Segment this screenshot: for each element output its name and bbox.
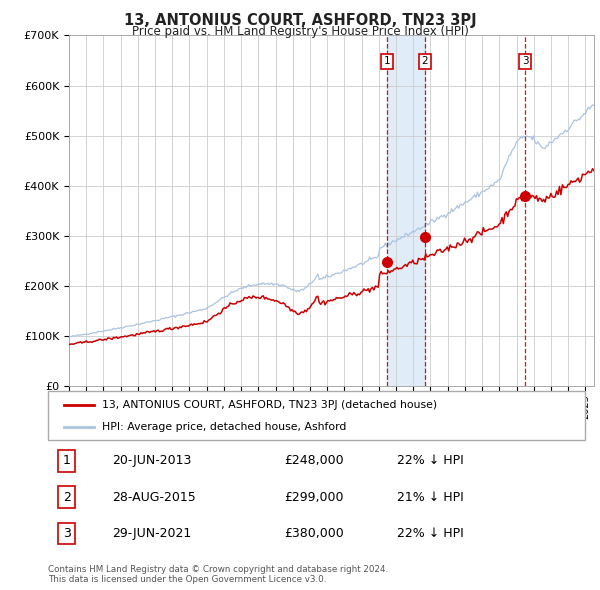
Text: 29-JUN-2021: 29-JUN-2021 bbox=[112, 527, 191, 540]
Text: £299,000: £299,000 bbox=[284, 490, 344, 504]
Text: 3: 3 bbox=[63, 527, 71, 540]
Text: 3: 3 bbox=[521, 57, 528, 67]
Text: 1: 1 bbox=[383, 57, 390, 67]
Text: 2: 2 bbox=[421, 57, 428, 67]
Text: 21% ↓ HPI: 21% ↓ HPI bbox=[397, 490, 464, 504]
Text: 1: 1 bbox=[63, 454, 71, 467]
Text: 22% ↓ HPI: 22% ↓ HPI bbox=[397, 527, 464, 540]
Text: HPI: Average price, detached house, Ashford: HPI: Average price, detached house, Ashf… bbox=[102, 422, 346, 432]
Text: 22% ↓ HPI: 22% ↓ HPI bbox=[397, 454, 464, 467]
FancyBboxPatch shape bbox=[48, 391, 585, 440]
Text: 28-AUG-2015: 28-AUG-2015 bbox=[112, 490, 196, 504]
Text: 20-JUN-2013: 20-JUN-2013 bbox=[112, 454, 192, 467]
Text: 13, ANTONIUS COURT, ASHFORD, TN23 3PJ (detached house): 13, ANTONIUS COURT, ASHFORD, TN23 3PJ (d… bbox=[102, 399, 437, 409]
Text: £248,000: £248,000 bbox=[284, 454, 344, 467]
Text: Contains HM Land Registry data © Crown copyright and database right 2024.
This d: Contains HM Land Registry data © Crown c… bbox=[48, 565, 388, 584]
Text: 13, ANTONIUS COURT, ASHFORD, TN23 3PJ: 13, ANTONIUS COURT, ASHFORD, TN23 3PJ bbox=[124, 13, 476, 28]
Text: Price paid vs. HM Land Registry's House Price Index (HPI): Price paid vs. HM Land Registry's House … bbox=[131, 25, 469, 38]
Bar bbox=[387, 35, 425, 386]
Text: 2: 2 bbox=[63, 490, 71, 504]
Text: £380,000: £380,000 bbox=[284, 527, 344, 540]
